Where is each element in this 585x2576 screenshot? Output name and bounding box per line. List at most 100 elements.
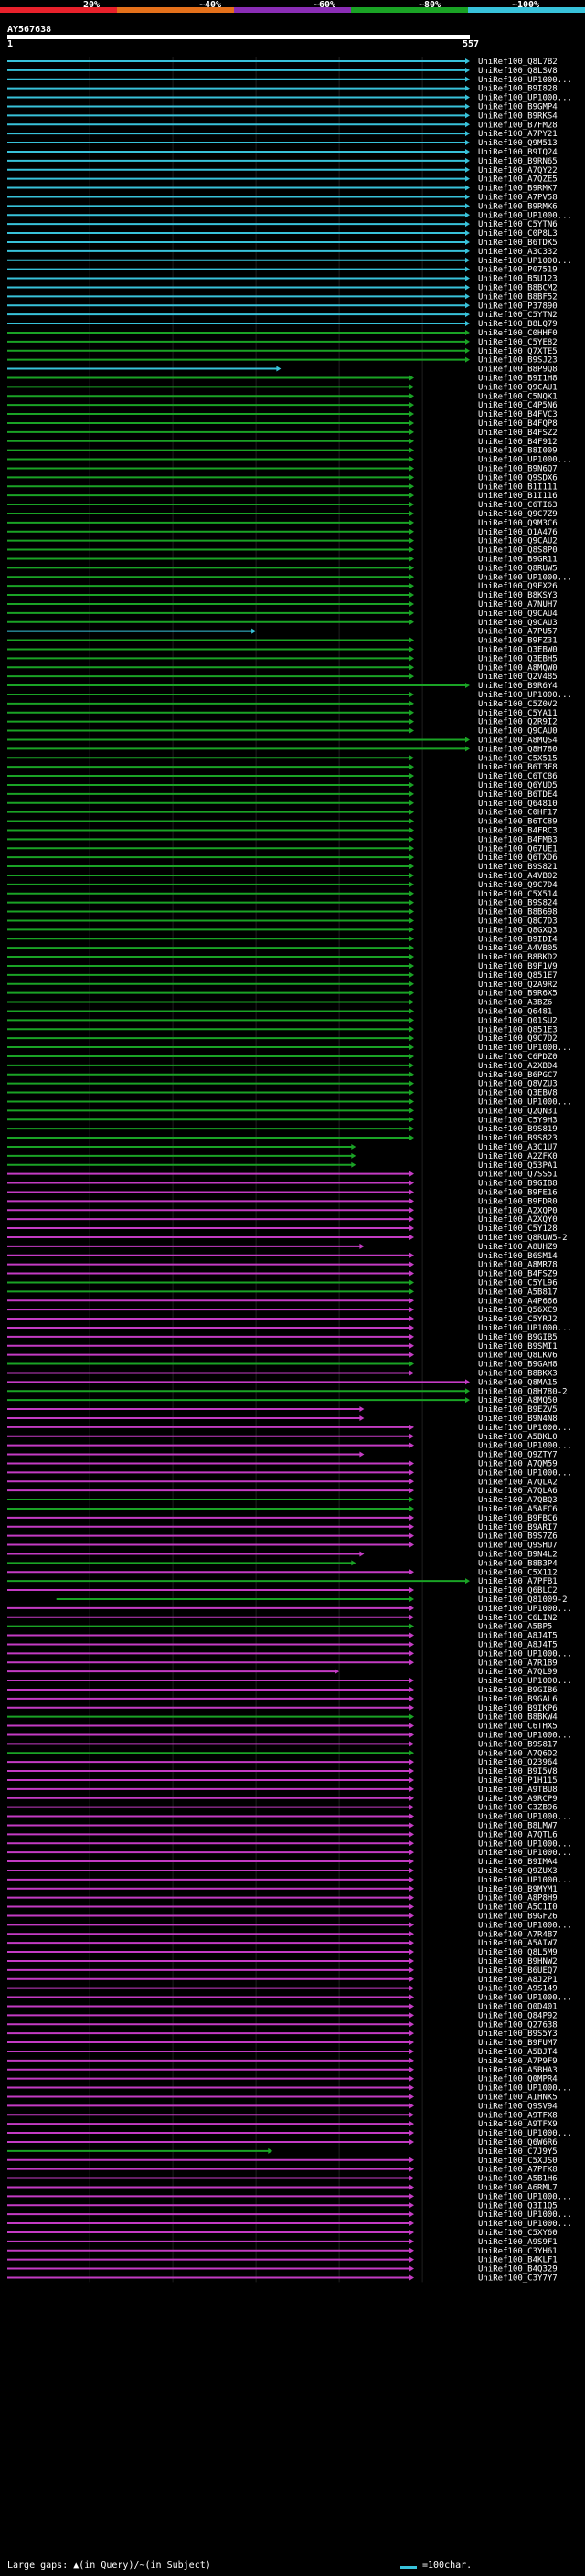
hit-id-label[interactable]: UniRef100_A7QZE5 [478,175,558,185]
hit-id-label[interactable]: UniRef100_B9N4L2 [478,1550,558,1559]
hit-id-label[interactable]: UniRef100_A3C1U7 [478,1143,558,1152]
hit-id-label[interactable]: UniRef100_B9GIB8 [478,1180,558,1189]
hit-id-label[interactable]: UniRef100_C5XY60 [478,2229,558,2238]
hit-id-label[interactable]: UniRef100_Q64810 [478,800,558,809]
hit-id-label[interactable]: UniRef100_A7PU57 [478,628,558,637]
hit-id-label[interactable]: UniRef100_Q9SDX6 [478,473,558,482]
hit-id-label[interactable]: UniRef100_Q6W6R6 [478,2138,558,2147]
hit-id-label[interactable]: UniRef100_B9S821 [478,863,558,872]
hit-id-label[interactable]: UniRef100_Q9FX26 [478,582,558,591]
hit-id-label[interactable]: UniRef100_B8B698 [478,908,558,917]
hit-id-label[interactable]: UniRef100_Q7SS51 [478,1171,558,1180]
hit-id-label[interactable]: UniRef100_B9S817 [478,1740,558,1749]
hit-id-label[interactable]: UniRef100_Q81009-2 [478,1595,568,1605]
hit-id-label[interactable]: UniRef100_A7NUH7 [478,600,558,610]
hit-id-label[interactable]: UniRef100_C5YE82 [478,338,558,347]
hit-id-label[interactable]: UniRef100_A3BZ6 [478,999,552,1008]
hit-id-label[interactable]: UniRef100_B9I5V8 [478,1767,558,1776]
hit-id-label[interactable]: UniRef100_B9GF26 [478,1912,558,1921]
hit-id-label[interactable]: UniRef100_B6TC89 [478,818,558,827]
hit-id-label[interactable]: UniRef100_B9EZV5 [478,1405,558,1415]
hit-id-label[interactable]: UniRef100_Q9C7D2 [478,1034,558,1044]
hit-id-label[interactable]: UniRef100_B8LQ79 [478,320,558,329]
hit-id-label[interactable]: UniRef100_B9RMK6 [478,202,558,211]
hit-id-label[interactable]: UniRef100_UP1000... [478,2192,572,2201]
hit-id-label[interactable]: UniRef100_B9RKS4 [478,111,558,121]
hit-id-label[interactable]: UniRef100_C5YL96 [478,1278,558,1288]
hit-id-label[interactable]: UniRef100_B9R6Y4 [478,682,558,691]
hit-id-label[interactable]: UniRef100_Q8S8P0 [478,546,558,556]
hit-id-label[interactable]: UniRef100_B9SJ23 [478,356,558,366]
hit-id-label[interactable]: UniRef100_A7PV58 [478,193,558,202]
hit-id-label[interactable]: UniRef100_C4P5N6 [478,401,558,410]
hit-id-label[interactable]: UniRef100_Q0MPR4 [478,2075,558,2084]
hit-id-label[interactable]: UniRef100_B9IMA4 [478,1858,558,1867]
hit-id-label[interactable]: UniRef100_Q23964 [478,1758,558,1767]
hit-id-label[interactable]: UniRef100_A9TBU8 [478,1786,558,1795]
hit-id-label[interactable]: UniRef100_B8KSY3 [478,591,558,600]
hit-id-label[interactable]: UniRef100_Q27638 [478,2020,558,2030]
hit-id-label[interactable]: UniRef100_UP1000... [478,1921,572,1930]
hit-id-label[interactable]: UniRef100_A8P8H9 [478,1894,558,1903]
hit-id-label[interactable]: UniRef100_Q9CAU1 [478,383,558,392]
hit-id-label[interactable]: UniRef100_B9FBC6 [478,1514,558,1523]
hit-id-label[interactable]: UniRef100_C5X514 [478,890,558,899]
hit-id-label[interactable]: UniRef100_Q8LSV8 [478,67,558,76]
hit-id-label[interactable]: UniRef100_A5AIW7 [478,1939,558,1948]
hit-id-label[interactable]: UniRef100_B9I1H8 [478,374,558,383]
hit-id-label[interactable]: UniRef100_A8J2P1 [478,1976,558,1985]
hit-id-label[interactable]: UniRef100_A7QLA2 [478,1478,558,1487]
hit-id-label[interactable]: UniRef100_B9FDR0 [478,1197,558,1206]
hit-id-label[interactable]: UniRef100_UP1000... [478,1324,572,1333]
hit-id-label[interactable]: UniRef100_B7FM28 [478,121,558,130]
hit-id-label[interactable]: UniRef100_C3Y7Y7 [478,2274,558,2283]
hit-id-label[interactable]: UniRef100_B8BCM2 [478,283,558,292]
hit-id-label[interactable]: UniRef100_B6PGC7 [478,1071,558,1080]
hit-id-label[interactable]: UniRef100_A4VB05 [478,944,558,953]
hit-id-label[interactable]: UniRef100_A5AFC6 [478,1505,558,1514]
hit-id-label[interactable]: UniRef100_Q8RUW5 [478,564,558,573]
hit-id-label[interactable]: UniRef100_A5B817 [478,1288,558,1297]
hit-id-label[interactable]: UniRef100_B9GIB6 [478,1686,558,1695]
hit-id-label[interactable]: UniRef100_B9R6X5 [478,990,558,999]
hit-id-label[interactable]: UniRef100_B9HNW2 [478,1957,558,1966]
hit-id-label[interactable]: UniRef100_B8LMW7 [478,1821,558,1830]
hit-id-label[interactable]: UniRef100_Q7XTE5 [478,347,558,356]
hit-id-label[interactable]: UniRef100_C5X112 [478,1568,558,1577]
hit-id-label[interactable]: UniRef100_B6SM14 [478,1252,558,1261]
hit-id-label[interactable]: UniRef100_B4FRC3 [478,826,558,835]
hit-id-label[interactable]: UniRef100_C0HHF0 [478,329,558,338]
hit-id-label[interactable]: UniRef100_Q851E3 [478,1025,558,1034]
hit-id-label[interactable]: UniRef100_B1I116 [478,492,558,501]
hit-id-label[interactable]: UniRef100_C5YA11 [478,709,558,718]
hit-id-label[interactable]: UniRef100_UP1000... [478,1044,572,1053]
hit-id-label[interactable]: UniRef100_B9GAH8 [478,1361,558,1370]
hit-id-label[interactable]: UniRef100_A8J4T5 [478,1640,558,1649]
hit-id-label[interactable]: UniRef100_B6UEQ7 [478,1966,558,1976]
hit-id-label[interactable]: UniRef100_C6TC86 [478,772,558,781]
hit-id-label[interactable]: UniRef100_Q67UE1 [478,844,558,853]
hit-id-label[interactable]: UniRef100_B9S823 [478,1134,558,1143]
hit-id-label[interactable]: UniRef100_A7QLA6 [478,1487,558,1496]
hit-id-label[interactable]: UniRef100_Q8RUW5-2 [478,1234,568,1243]
hit-id-label[interactable]: UniRef100_A9TFX9 [478,2120,558,2129]
hit-id-label[interactable]: UniRef100_UP1000... [478,1442,572,1451]
hit-id-label[interactable]: UniRef100_C5Y9H3 [478,1116,558,1125]
hit-id-label[interactable]: UniRef100_Q2V485 [478,673,558,682]
hit-id-label[interactable]: UniRef100_C5Z0V2 [478,700,558,709]
hit-id-label[interactable]: UniRef100_C6TI63 [478,501,558,510]
hit-id-label[interactable]: UniRef100_C6THX5 [478,1723,558,1732]
hit-id-label[interactable]: UniRef100_A2XBD4 [478,1062,558,1071]
hit-id-label[interactable]: UniRef100_B9N6Q7 [478,464,558,473]
hit-id-label[interactable]: UniRef100_A9RCP9 [478,1795,558,1804]
hit-id-label[interactable]: UniRef100_B9RN65 [478,157,558,166]
hit-id-label[interactable]: UniRef100_Q3EBV8 [478,1089,558,1098]
hit-id-label[interactable]: UniRef100_Q1A476 [478,528,558,537]
hit-id-label[interactable]: UniRef100_B9FE16 [478,1188,558,1197]
hit-id-label[interactable]: UniRef100_A5BHA3 [478,2066,558,2075]
hit-id-label[interactable]: UniRef100_Q9CAU3 [478,619,558,628]
hit-id-label[interactable]: UniRef100_B9GR11 [478,555,558,564]
hit-id-label[interactable]: UniRef100_A1HNK5 [478,2093,558,2102]
hit-id-label[interactable]: UniRef100_C5NQK1 [478,392,558,401]
hit-id-label[interactable]: UniRef100_B9ARI7 [478,1523,558,1532]
